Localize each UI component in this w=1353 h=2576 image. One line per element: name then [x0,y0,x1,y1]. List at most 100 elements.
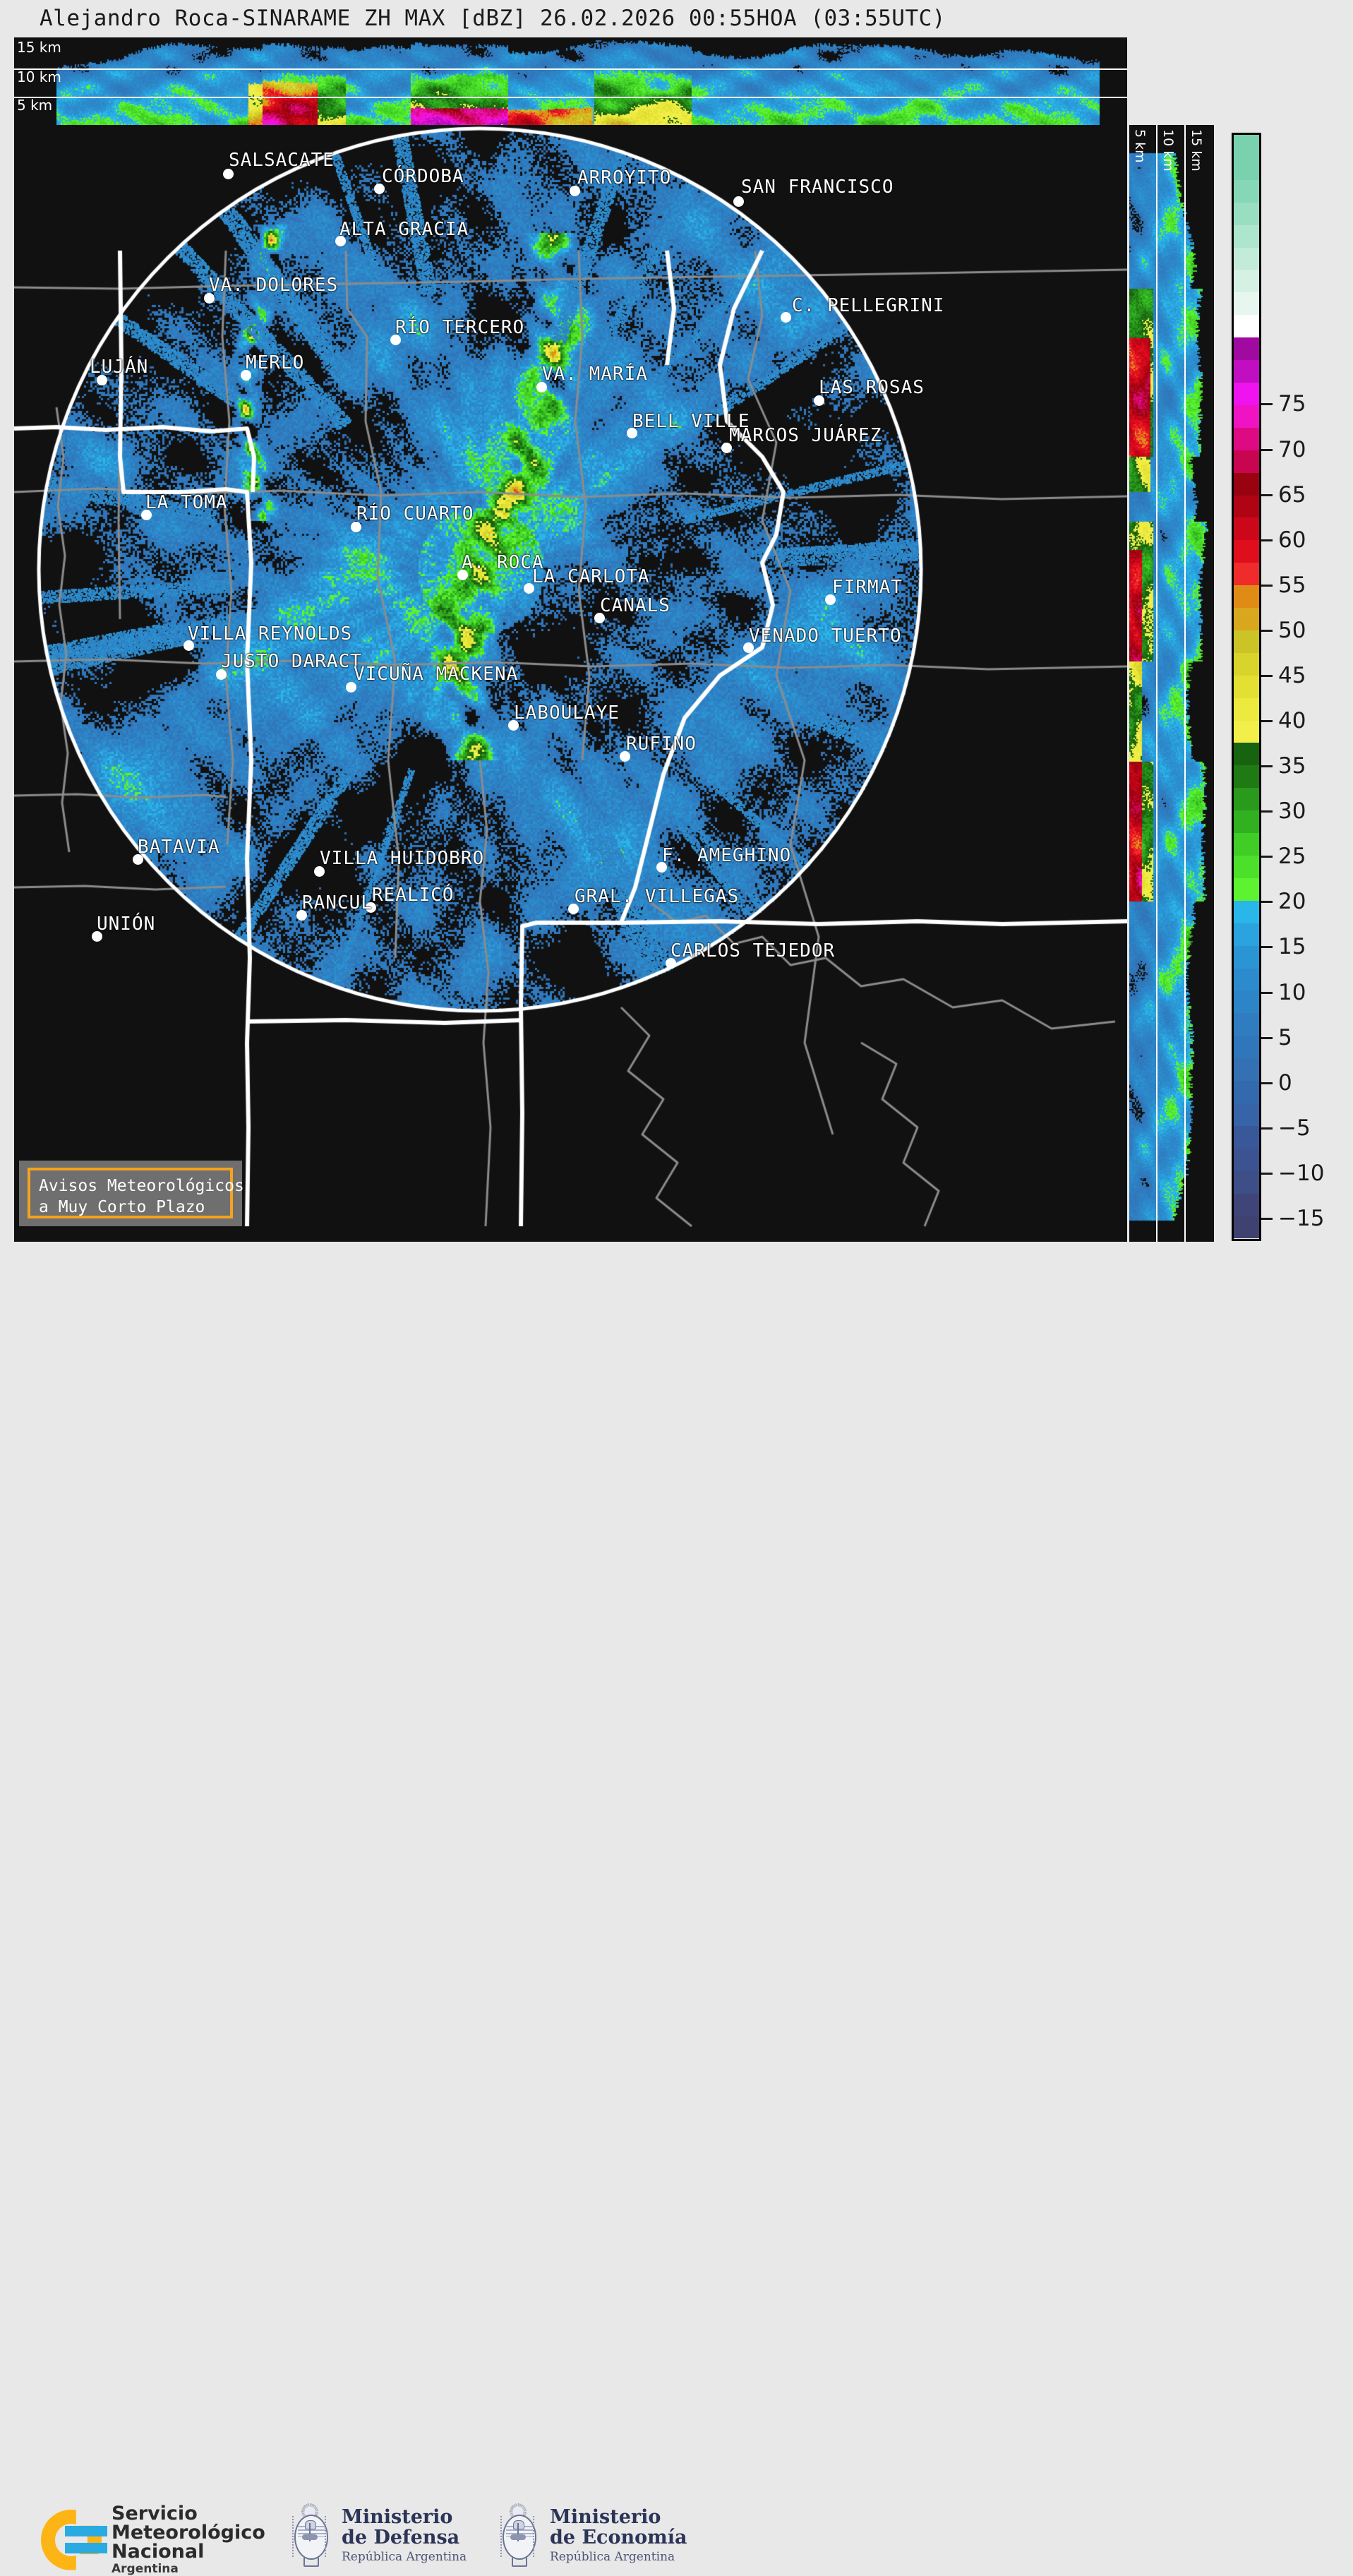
colorbar-band [1234,540,1259,563]
altitude-label-15km: 15 km [17,39,61,56]
colorbar: −15 −10 −5 0 5 10 15 20 25 30 35 40 45 50 55 60 65 70 75 [1232,133,1337,1241]
city-marker-dot[interactable] [620,751,630,762]
city-marker-dot[interactable] [594,613,605,623]
ribbon-knot-icon [512,2557,527,2567]
altitude-gridline-right-10km [1184,125,1186,1242]
city-label: REALICÓ [372,885,455,906]
colorbar-tick [1261,539,1273,541]
city-marker-dot[interactable] [666,958,676,969]
colorbar-tick-label: −10 [1278,1160,1325,1186]
laurel-right-icon [325,2516,333,2557]
smn-wave-lower [65,2542,107,2553]
city-label: C. PELLEGRINI [792,295,945,316]
colorbar-band [1234,495,1259,518]
colorbar-tick [1261,720,1273,723]
city-marker-dot[interactable] [733,196,744,207]
city-marker-dot[interactable] [351,522,361,532]
colorbar-band [1234,743,1259,766]
city-label: ALTA GRACIA [339,219,469,240]
city-marker-dot[interactable] [216,669,227,680]
city-label: VENADO TUERTO [749,625,902,647]
colorbar-band [1234,1216,1259,1239]
ribbon-knot-icon [303,2557,319,2567]
colorbar-tick [1261,856,1273,858]
city-marker-dot[interactable] [814,395,824,406]
city-marker-dot[interactable] [366,902,376,913]
colorbar-band [1234,563,1259,586]
cross-section-top-image [14,37,1127,125]
colorbar-tick-label: 30 [1278,798,1306,825]
city-marker-dot[interactable] [97,375,107,385]
city-marker-dot[interactable] [656,862,667,873]
colorbar-band [1234,1148,1259,1171]
colorbar-tick-label: −15 [1278,1205,1325,1231]
city-marker-dot[interactable] [223,169,234,179]
city-marker-dot[interactable] [141,510,152,520]
phrygian-cap-icon [305,2520,316,2529]
altitude-label-5km: 5 km [17,97,53,114]
city-marker-dot[interactable] [241,370,251,381]
city-marker-dot[interactable] [133,854,143,865]
city-marker-dot[interactable] [296,910,307,921]
phrygian-cap-icon [513,2520,524,2529]
city-marker-dot[interactable] [390,335,401,345]
colorbar-band [1234,923,1259,946]
colorbar-band [1234,202,1259,225]
smn-line-1: Servicio [112,2503,198,2524]
colorbar-tick-label: 35 [1278,753,1306,779]
mineco-line-2: de Economía [550,2526,687,2548]
city-marker-dot[interactable] [568,904,579,914]
city-marker-dot[interactable] [184,640,194,651]
city-marker-dot[interactable] [721,443,732,453]
city-marker-dot[interactable] [536,382,547,393]
city-marker-dot[interactable] [374,184,385,194]
city-label: JUSTO DARACT [221,651,362,672]
city-marker-dot[interactable] [627,428,637,438]
colorbar-tick [1261,765,1273,768]
colorbar-gradient [1232,133,1261,1241]
city-marker-dot[interactable] [508,720,519,731]
city-marker-dot[interactable] [743,642,754,653]
colorbar-band [1234,877,1259,901]
colorbar-tick [1261,1127,1273,1130]
city-label: LAS ROSAS [819,377,925,398]
city-marker-dot[interactable] [457,570,468,580]
colorbar-tick-label: 55 [1278,572,1306,598]
city-marker-dot[interactable] [524,583,534,594]
colorbar-band [1234,900,1259,923]
city-marker-dot[interactable] [335,236,346,246]
colorbar-band [1234,247,1259,270]
colorbar-tick-label: 40 [1278,708,1306,734]
colorbar-tick-layer: −15 −10 −5 0 5 10 15 20 25 30 35 40 45 50 55 60 65 70 75 [1261,133,1337,1241]
mineco-line-3: República Argentina [550,2549,675,2564]
argentina-coat-of-arms-icon [289,2502,330,2570]
colorbar-band [1234,315,1259,338]
colorbar-band [1234,1058,1259,1082]
colorbar-band [1234,292,1259,316]
colorbar-tick [1261,584,1273,587]
colorbar-band [1234,765,1259,789]
city-marker-dot[interactable] [570,186,580,196]
warning-box[interactable]: Avisos Meteorológicos a Muy Corto Plazo [19,1161,244,1226]
city-label: LA CARLOTA [532,566,650,587]
city-label: MARCOS JUÁREZ [729,425,882,446]
mindef-line-2: de Defensa [342,2526,460,2548]
city-label: ARROYITO [577,167,672,188]
warning-line-2: a Muy Corto Plazo [39,1198,205,1217]
city-marker-dot[interactable] [825,594,836,605]
city-label: SAN FRANCISCO [741,176,894,198]
colorbar-tick-label: 60 [1278,527,1306,553]
colorbar-tick-label: 20 [1278,889,1306,915]
colorbar-band [1234,472,1259,496]
city-label: VILLA REYNOLDS [188,623,353,645]
altitude-label-10km: 10 km [17,68,61,85]
city-marker-dot[interactable] [346,682,356,693]
colorbar-band [1234,337,1259,361]
city-marker-dot[interactable] [204,293,215,304]
city-marker-dot[interactable] [92,931,102,942]
city-label: GRAL. VILLEGAS [575,886,740,907]
city-marker-dot[interactable] [781,312,791,323]
radar-map-panel[interactable]: SALSACATE CÓRDOBA ARROYITO SAN FRANCISCO ALT… [14,125,1127,1242]
colorbar-band [1234,224,1259,248]
city-marker-dot[interactable] [314,866,325,877]
